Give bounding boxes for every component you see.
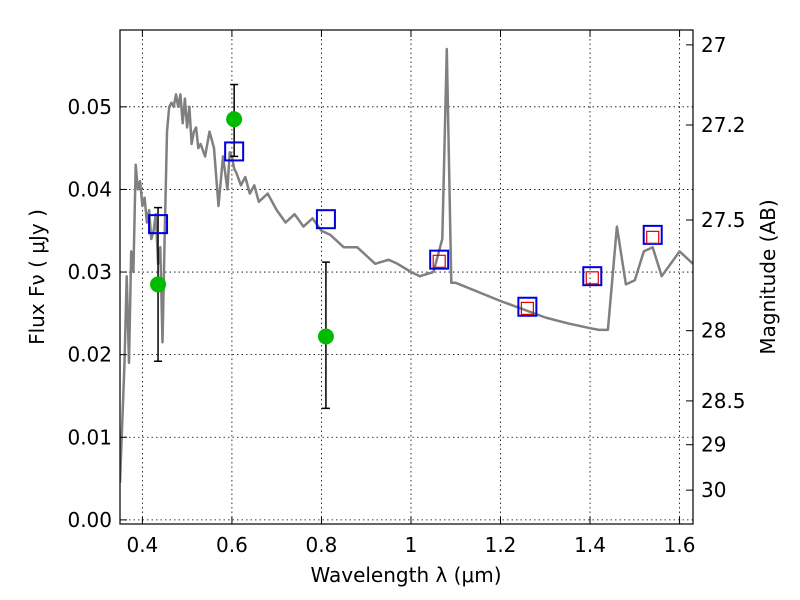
y-axis-ticks: 0.00 0.01 0.02 0.03 0.04 0.05	[67, 95, 127, 532]
x-tick-label: 0.8	[306, 533, 338, 557]
x-tick-label: 0.6	[216, 533, 248, 557]
y2-tick-label: 27.5	[701, 208, 746, 232]
model-band-flux-square	[315, 209, 336, 230]
y2-tick-label: 30	[701, 478, 726, 502]
y-axis-label: Flux Fν ( μJy )	[25, 209, 49, 345]
x-tick-label: 1.2	[485, 533, 517, 557]
model-band-flux-inner-square	[520, 301, 534, 315]
y2-tick-label: 29	[701, 433, 726, 457]
y-tick-label: 0.01	[67, 425, 112, 449]
model-band-flux-square	[224, 141, 245, 162]
model-band-flux-square	[429, 249, 450, 270]
y-tick-label: 0.05	[67, 95, 112, 119]
x-axis-label: Wavelength λ (μm)	[310, 563, 501, 587]
model-band-flux-square	[148, 214, 169, 235]
grid-lines	[120, 30, 693, 524]
y-tick-label: 0.04	[67, 177, 112, 201]
model-band-flux-inner-square	[646, 230, 660, 244]
y2-tick-label: 28	[701, 319, 726, 343]
model-band-flux-inner-square	[585, 271, 599, 285]
y-tick-label: 0.00	[67, 508, 112, 532]
observed-flux-point	[317, 328, 334, 345]
plot-frame	[119, 29, 694, 525]
x-axis-ticks: 0.4 0.6 0.8 1 1.2 1.4 1.6	[126, 30, 695, 557]
model-band-flux-square	[517, 296, 538, 317]
y2-tick-label: 28.5	[701, 389, 746, 413]
plot-area	[120, 47, 693, 483]
y2-axis-ticks: 27 27.2 27.5 28 28.5 29 30	[686, 33, 746, 502]
model-band-flux-square	[582, 266, 603, 287]
observed-flux-point	[150, 276, 167, 293]
x-tick-label: 1.6	[664, 533, 696, 557]
y2-tick-label: 27	[701, 33, 726, 57]
y2-axis-label: Magnitude (AB)	[756, 199, 780, 354]
y-tick-label: 0.03	[67, 260, 112, 284]
x-tick-label: 0.4	[126, 533, 158, 557]
y2-tick-label: 27.2	[701, 113, 746, 137]
x-tick-label: 1.4	[574, 533, 606, 557]
observed-flux-point	[226, 111, 243, 128]
x-tick-label: 1	[405, 533, 418, 557]
y-tick-label: 0.02	[67, 343, 112, 367]
model-band-flux-inner-square	[432, 254, 446, 268]
